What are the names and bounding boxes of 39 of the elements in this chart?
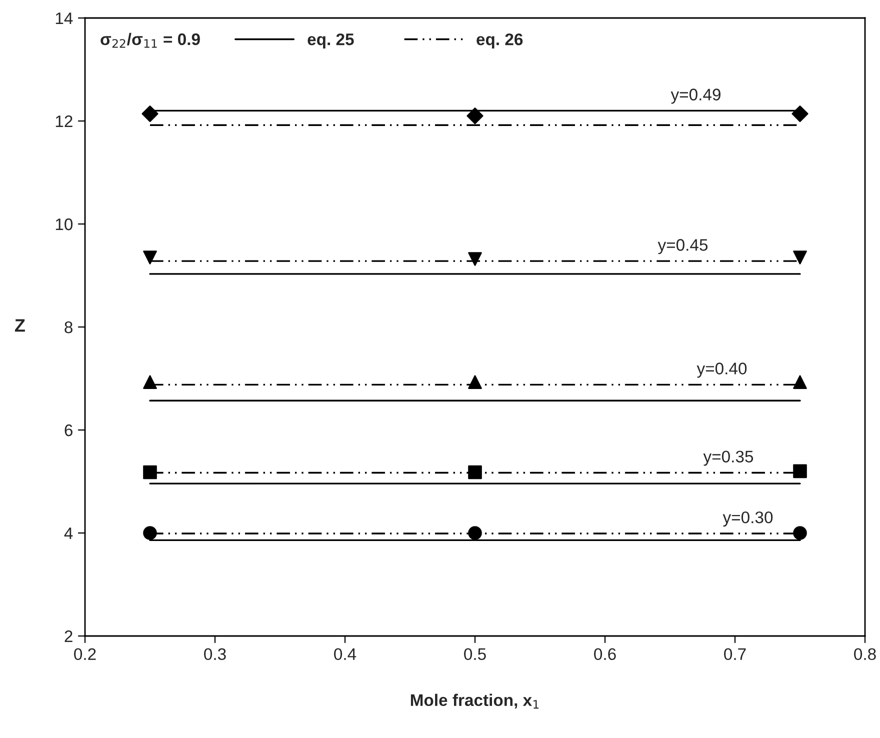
x-tick-label: 0.6 [594, 648, 616, 660]
point [468, 526, 482, 540]
y-axis-title: Z [14, 319, 25, 332]
point [792, 105, 808, 122]
legend-label: eq. 25 [308, 33, 354, 49]
x-tick-label: 0.7 [724, 648, 746, 660]
y-tick-label: 14 [56, 12, 73, 24]
annotation: y=0.30 [722, 511, 773, 527]
annotation: y=0.35 [703, 450, 754, 466]
point [468, 252, 482, 266]
x-tick-label: 0.2 [74, 648, 96, 660]
x-axis-title: Mole fraction, x$_{1}$ [410, 694, 539, 709]
annotation: y=0.40 [696, 362, 747, 378]
point [143, 465, 157, 480]
legend-label: eq. 26 [476, 33, 523, 49]
annotation: y=0.45 [658, 239, 708, 254]
point [466, 108, 484, 124]
point [793, 250, 807, 264]
y-tick-label: 10 [56, 218, 73, 230]
point [793, 526, 807, 540]
point [143, 375, 157, 390]
y-tick-label: 2 [64, 630, 72, 642]
y-tick-label: 4 [64, 528, 73, 540]
point [143, 526, 157, 540]
point [143, 250, 157, 264]
x-tick-label: 0.8 [854, 648, 876, 660]
point [468, 375, 482, 390]
point [793, 375, 807, 390]
y-tick-label: 6 [64, 424, 72, 436]
x-tick-label: 0.3 [204, 648, 226, 660]
point [793, 464, 807, 478]
y-tick-label: 8 [64, 321, 72, 334]
point [468, 465, 482, 480]
point [142, 105, 158, 122]
y-tick-label: 12 [56, 115, 72, 128]
x-tick-label: 0.5 [464, 648, 486, 660]
annotation: y=0.49 [670, 88, 720, 104]
x-tick-label: 0.4 [334, 648, 356, 660]
legend-title: σ$_{22}$/σ$_{11}$ = 0.9 [100, 32, 200, 48]
